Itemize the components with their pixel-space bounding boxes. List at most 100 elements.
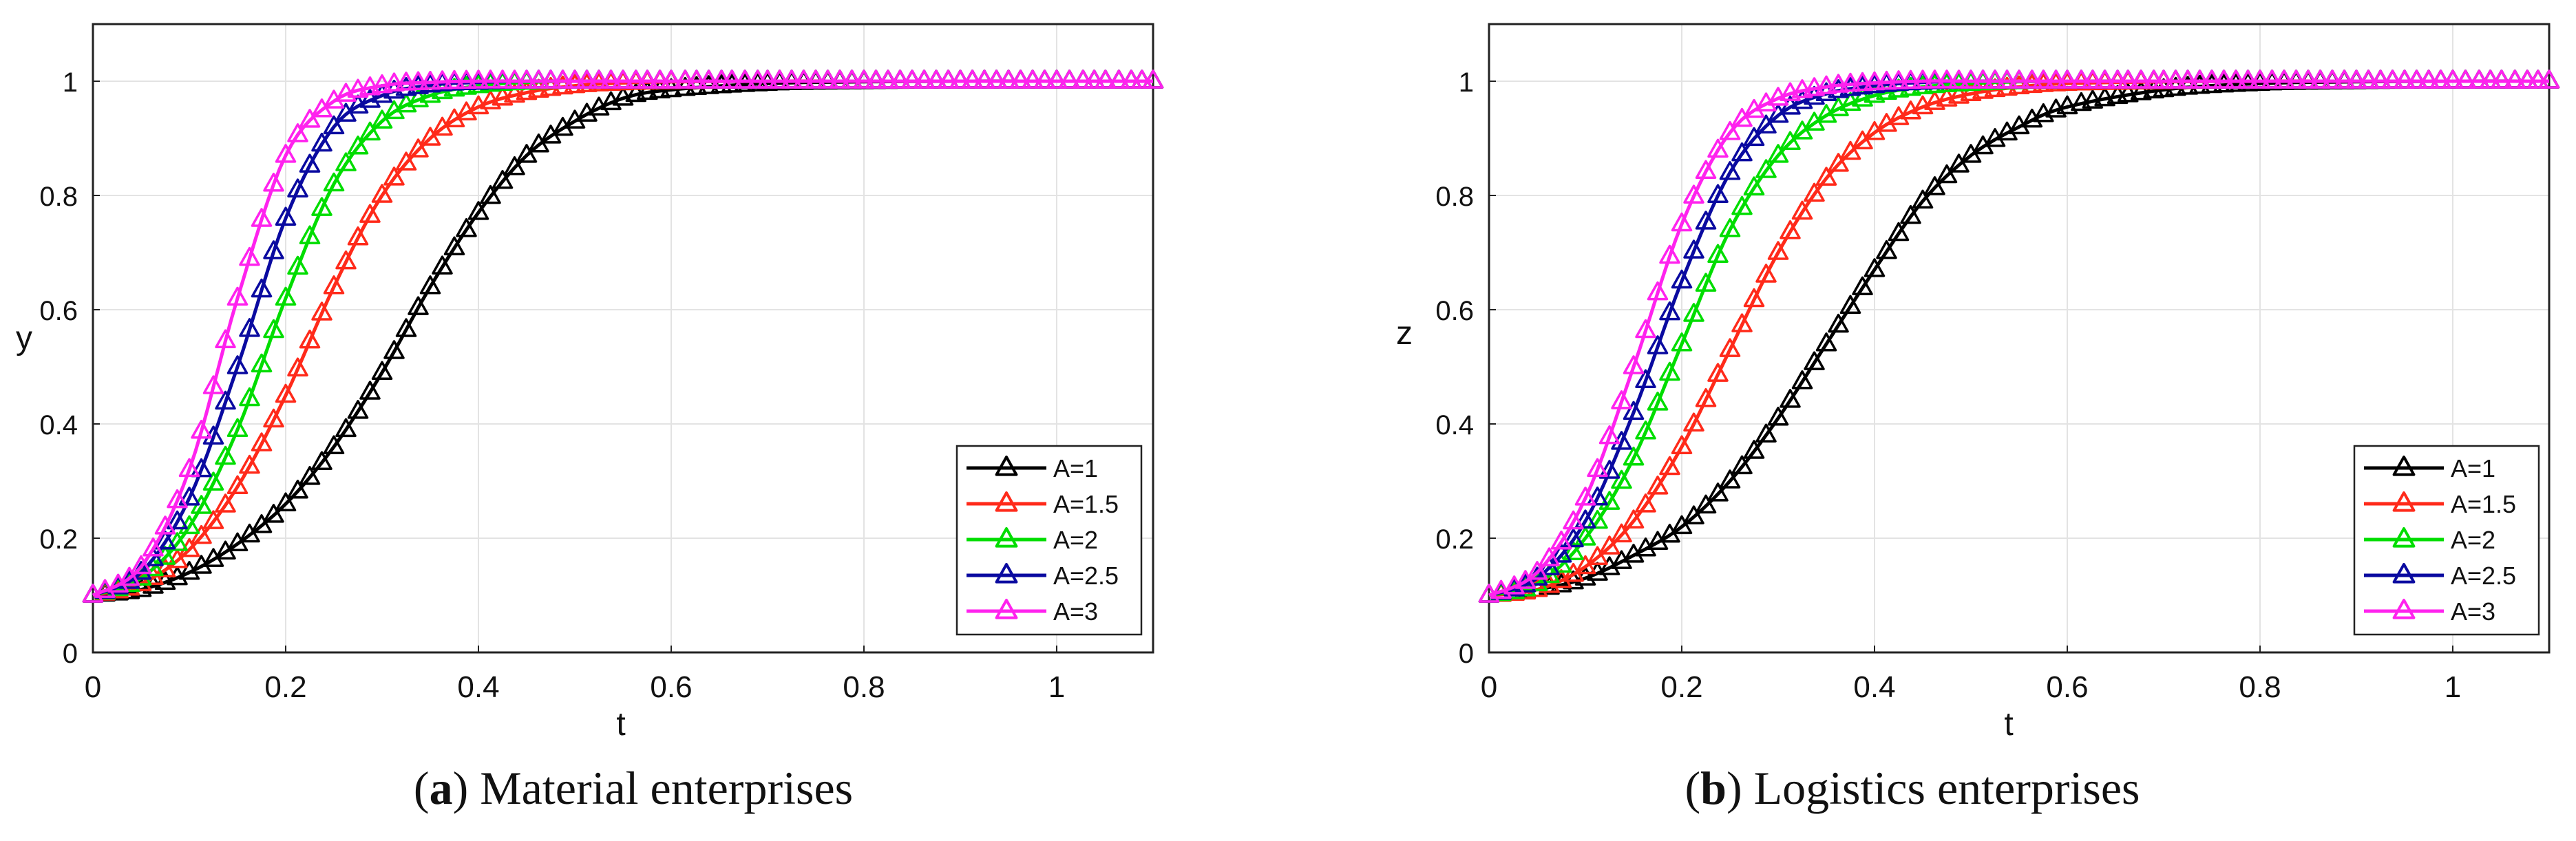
panel-a-series-0-marker-21 bbox=[335, 418, 357, 438]
panel-b-series-4-marker-32 bbox=[1864, 71, 1886, 91]
panel-a-series-1-marker-36 bbox=[516, 81, 538, 100]
panel-b-series-1-marker-18 bbox=[1695, 387, 1717, 407]
panel-b-series-4-marker-78 bbox=[2418, 70, 2440, 89]
panel-b-series-4-marker-57 bbox=[2165, 70, 2186, 89]
panel-b-series-4-marker-48 bbox=[2056, 70, 2078, 89]
panel-b-series-1-marker-16 bbox=[1671, 435, 1693, 454]
panel-b-series-4-marker-54 bbox=[2130, 70, 2152, 89]
panel-b-series-3-marker-19 bbox=[1707, 184, 1729, 203]
panel-a-xtick-label-3: 0.6 bbox=[650, 670, 692, 704]
panel-b-series-0-marker-25 bbox=[1780, 389, 1801, 408]
panel-a-series-0-marker-30 bbox=[443, 236, 465, 256]
panel-b-series-1-marker-40 bbox=[1960, 82, 1982, 102]
panel-a-series-2-marker-17 bbox=[287, 255, 308, 275]
panel-b-series-0-marker-39 bbox=[1948, 153, 1970, 173]
panel-a-series-4-marker-31 bbox=[456, 70, 477, 89]
panel-a-series-4-marker-74 bbox=[973, 70, 995, 89]
panel-a-series-0-marker-19 bbox=[311, 451, 332, 471]
panel-b-series-3-marker-8 bbox=[1574, 509, 1596, 529]
panel-b-series-4-marker-16 bbox=[1671, 212, 1693, 232]
panel-a-series-1-marker-21 bbox=[335, 250, 357, 270]
panel-a-legend-item-4: A=3 bbox=[967, 597, 1098, 626]
panel-a-series-4-marker-26 bbox=[395, 72, 417, 91]
panel-a-series-1-marker-24 bbox=[371, 184, 393, 203]
panel-a-series-1-marker-20 bbox=[323, 275, 345, 295]
panel-a-caption: (a) Material enterprises bbox=[414, 762, 853, 814]
panel-b-series-3-marker-9 bbox=[1587, 486, 1608, 506]
panel-b-ytick-label-0: 0 bbox=[1459, 639, 1474, 669]
panel-b-series-4-marker-10 bbox=[1598, 425, 1620, 445]
panel-a-ytick-label-5: 1 bbox=[63, 67, 78, 98]
panel-a-series-2-marker-22 bbox=[347, 135, 369, 155]
panel-a-series-4-marker-71 bbox=[938, 70, 959, 89]
panel-a-series-4-marker-81 bbox=[1059, 70, 1080, 89]
panel-a-x-axis-label: t bbox=[616, 706, 625, 743]
panel-a-series-4-marker-5 bbox=[142, 537, 164, 557]
panel-a-ytick-label-2: 0.4 bbox=[39, 410, 78, 440]
panel-b-series-2-marker-8 bbox=[1574, 526, 1596, 546]
panel-b-xtick-label-0: 0 bbox=[1481, 670, 1497, 704]
panel-b-legend: A=1 A=1.5 A=2 A=2.5 A=3 bbox=[2353, 445, 2540, 636]
panel-b-series-3-marker-18 bbox=[1695, 211, 1717, 230]
panel-a-series-0-marker-15 bbox=[263, 504, 284, 523]
panel-a-series-3-marker-12 bbox=[226, 355, 249, 374]
panel-a-legend-item-0: A=1 bbox=[967, 454, 1098, 482]
panel-b-legend-label-4: A=3 bbox=[2451, 597, 2495, 626]
panel-a-series-4-marker-11 bbox=[215, 329, 236, 349]
panel-a-series-0-marker-31 bbox=[456, 217, 477, 237]
panel-b-series-4-marker-58 bbox=[2177, 70, 2199, 89]
panel-b-series-2-marker-9 bbox=[1587, 509, 1608, 529]
panel-a-series-4-marker-33 bbox=[480, 70, 501, 89]
panel-b-ytick-label-1: 0.2 bbox=[1435, 524, 1474, 555]
panel-a-series-4-marker-44 bbox=[612, 70, 634, 89]
panel-b-series-1-marker-12 bbox=[1623, 509, 1645, 529]
panel-b-series-0-marker-26 bbox=[1791, 370, 1813, 390]
panel-a-xtick-label-1: 0.2 bbox=[264, 670, 306, 704]
panel-b-series-2-marker-24 bbox=[1767, 144, 1789, 163]
panel-b-series-0-marker-36 bbox=[1912, 189, 1934, 209]
panel-b-series-0-marker-54 bbox=[2130, 81, 2152, 100]
panel-b-series-4-marker-8 bbox=[1574, 487, 1596, 506]
panel-b-series-4-marker-65 bbox=[2261, 70, 2283, 89]
panel-a-series-4-marker-85 bbox=[1108, 70, 1130, 89]
panel-a-series-0-marker-23 bbox=[359, 381, 381, 400]
panel-b-ytick-label-2: 0.4 bbox=[1435, 410, 1474, 440]
panel-a-y-ticks: 0 0.2 0.4 0.6 0.8 1 bbox=[39, 67, 100, 669]
panel-a-series-4-marker-77 bbox=[1010, 70, 1031, 89]
panel-b-series-0-marker-28 bbox=[1815, 332, 1837, 352]
panel-a-series-4-marker-45 bbox=[625, 70, 647, 89]
panel-a-legend: A=1 A=1.5 A=2 A=2.5 A=3 bbox=[956, 445, 1143, 636]
panel-a-series-4-marker-22 bbox=[347, 78, 369, 98]
panel-b-series-4-marker-12 bbox=[1623, 355, 1645, 374]
panel-a-series-1-marker-16 bbox=[275, 383, 297, 403]
panel-a-series-4-marker-87 bbox=[1131, 70, 1153, 89]
panel-a-series-4-marker-30 bbox=[443, 70, 465, 89]
panel-b-series-0-marker-16 bbox=[1671, 515, 1693, 535]
panel-b-series-4-marker-61 bbox=[2213, 70, 2235, 89]
panel-b-series-4-marker-14 bbox=[1647, 281, 1669, 301]
panel-b-series-4-marker-6 bbox=[1550, 530, 1572, 550]
panel-a-series-4-marker-42 bbox=[588, 70, 610, 89]
panel-a-series-4-marker-84 bbox=[1095, 70, 1117, 89]
panel-b-series-4-marker-62 bbox=[2225, 70, 2247, 89]
panel-b-series-4-line bbox=[1488, 79, 2549, 597]
panel-b-series-0-marker-48 bbox=[2056, 95, 2078, 115]
panel-b-series-4-marker-71 bbox=[2334, 70, 2355, 89]
panel-a-series-4-marker-64 bbox=[853, 70, 875, 89]
panel-b-series-4-marker-34 bbox=[1888, 70, 1910, 89]
panel-b-series-1-marker-11 bbox=[1611, 523, 1632, 543]
panel-b-series-4-marker-4 bbox=[1526, 561, 1548, 580]
panel-b-series-0-marker-18 bbox=[1695, 494, 1717, 514]
panel-a-legend-item-3: A=2.5 bbox=[967, 562, 1119, 590]
panel-a-series-1-marker-15 bbox=[263, 408, 284, 428]
panel-a-series-4-marker-29 bbox=[432, 70, 453, 89]
panel-b-series-0-marker-30 bbox=[1839, 295, 1861, 315]
panel-a-series-2-marker-16 bbox=[275, 286, 297, 306]
panel-a-series-4-marker-25 bbox=[383, 72, 405, 92]
panel-a-legend-marker-4 bbox=[995, 599, 1018, 619]
panel-a-series-2-marker-20 bbox=[323, 172, 345, 192]
panel-a-series-2-marker-18 bbox=[299, 225, 321, 244]
panel-b-series-4-marker-51 bbox=[2094, 70, 2115, 89]
panel-b-series-2-marker-15 bbox=[1659, 361, 1680, 381]
panel-b-xtick-label-2: 0.4 bbox=[1853, 670, 1895, 704]
